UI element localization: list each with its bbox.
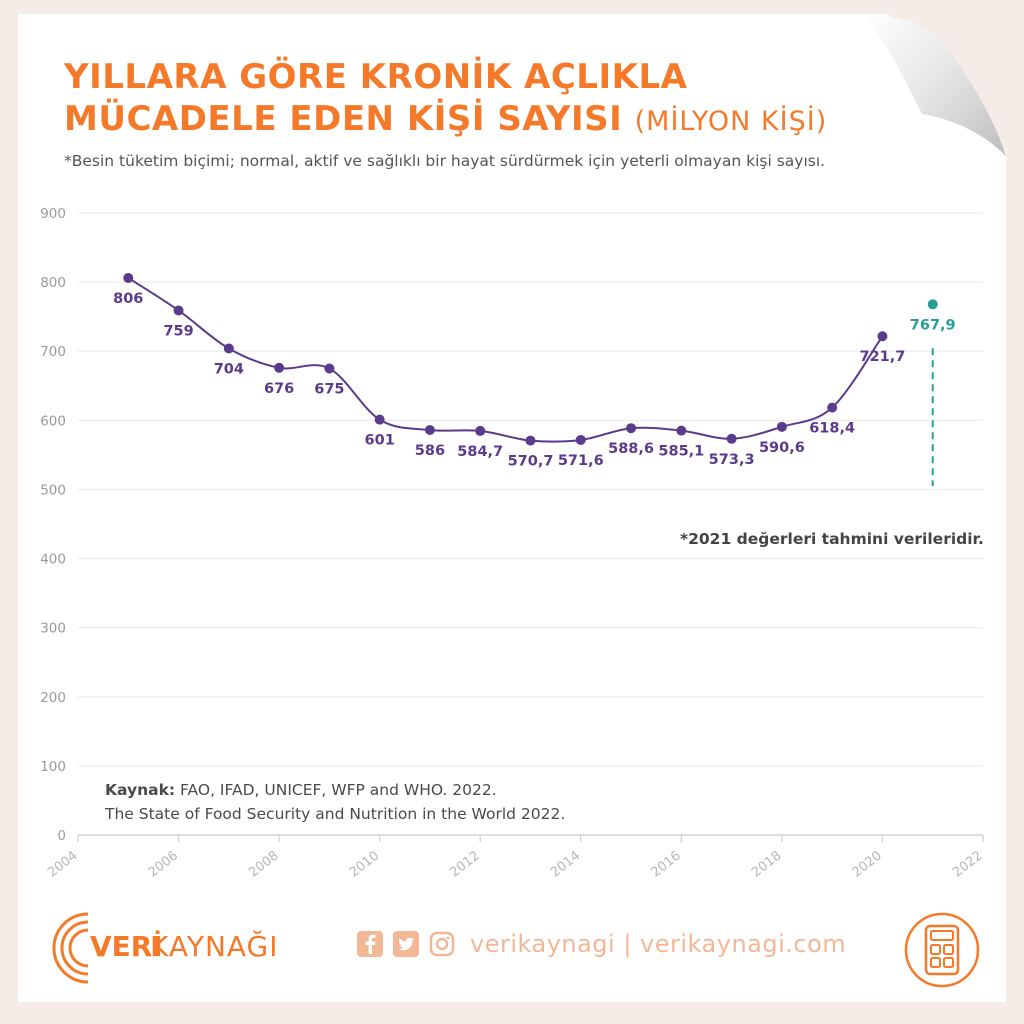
source-text2: The State of Food Security and Nutrition…	[105, 805, 566, 823]
x-tick-label: 2014	[548, 848, 583, 880]
data-label: 584,7	[457, 444, 503, 460]
title-line1: YILLARA GÖRE KRONİK AÇLIKLA	[64, 57, 688, 97]
data-point	[877, 331, 888, 342]
social-links: verikaynagi | verikaynagi.com	[356, 930, 846, 958]
x-tick-label: 2020	[850, 848, 885, 880]
data-label: 721,7	[860, 349, 906, 365]
y-tick-label: 500	[40, 482, 66, 498]
x-tick-label: 2010	[347, 848, 382, 880]
data-point	[676, 425, 687, 436]
data-point	[475, 425, 486, 436]
y-tick-label: 400	[40, 552, 66, 568]
data-point	[274, 362, 285, 373]
data-label: 601	[365, 433, 395, 449]
y-tick-label: 900	[40, 206, 66, 222]
x-tick-label: 2004	[45, 848, 80, 880]
x-tick-label: 2006	[146, 848, 181, 880]
estimate-point	[927, 299, 938, 310]
title-unit: (MİLYON KİŞİ)	[634, 106, 828, 137]
x-tick-label: 2008	[246, 848, 281, 880]
data-point	[324, 363, 335, 374]
x-tick-label: 2018	[749, 848, 784, 880]
source-block: Kaynak: FAO, IFAD, UNICEF, WFP and WHO. …	[105, 778, 565, 826]
title-line2: MÜCADELE EDEN KİŞİ SAYISI	[64, 99, 623, 139]
data-label: 806	[113, 291, 143, 307]
data-label: 590,6	[759, 440, 805, 456]
data-label: 570,7	[508, 454, 554, 470]
veri-kaynagi-logo-icon	[52, 912, 89, 984]
chart-subtitle: *Besin tüketim biçimi; normal, aktif ve …	[64, 152, 826, 170]
twitter-icon[interactable]	[392, 930, 420, 958]
brand-veri: VERİ	[90, 930, 163, 963]
data-label: 586	[415, 443, 445, 459]
data-point	[626, 423, 637, 434]
calculator-icon	[904, 912, 980, 988]
series-line	[127, 277, 884, 443]
data-label: 675	[314, 382, 344, 398]
data-label: 704	[214, 361, 244, 377]
data-label: 585,1	[658, 444, 704, 460]
x-tick-label: 2016	[648, 848, 683, 880]
data-point	[776, 421, 787, 432]
paper-background	[18, 14, 1006, 1002]
y-tick-label: 700	[40, 344, 66, 360]
data-point	[827, 402, 838, 413]
x-tick-label: 2012	[447, 848, 482, 880]
y-tick-label: 300	[40, 621, 66, 637]
page-curl	[862, 14, 1006, 156]
estimate-note: *2021 değerleri tahmini verileridir.	[680, 530, 984, 548]
source-text1: FAO, IFAD, UNICEF, WFP and WHO. 2022.	[180, 781, 497, 799]
y-tick-label: 200	[40, 690, 66, 706]
data-label: 571,6	[558, 453, 604, 469]
data-point	[173, 305, 184, 316]
data-point	[575, 434, 586, 445]
data-label: 618,4	[809, 421, 855, 437]
instagram-icon[interactable]	[428, 930, 456, 958]
data-point	[374, 414, 385, 425]
brand-kaynagi: KAYNAĞI	[150, 930, 279, 963]
y-tick-label: 600	[40, 413, 66, 429]
data-point	[223, 343, 234, 354]
y-tick-label: 0	[57, 828, 66, 844]
facebook-icon[interactable]	[356, 930, 384, 958]
source-label: Kaynak:	[105, 781, 176, 799]
data-label: 676	[264, 381, 294, 397]
y-tick-label: 800	[40, 275, 66, 291]
social-handle[interactable]: verikaynagi | verikaynagi.com	[470, 930, 847, 958]
data-point	[726, 433, 737, 444]
y-tick-label: 100	[40, 759, 66, 775]
x-tick-label: 2022	[950, 848, 985, 880]
data-point	[424, 425, 435, 436]
data-label: 759	[163, 323, 193, 339]
data-point	[525, 435, 536, 446]
data-point	[123, 272, 134, 283]
data-label: 588,6	[608, 441, 654, 457]
chart-title: YILLARA GÖRE KRONİK AÇLIKLA MÜCADELE EDE…	[64, 56, 827, 143]
data-label: 573,3	[709, 452, 755, 468]
estimate-label: 767,9	[910, 317, 956, 333]
